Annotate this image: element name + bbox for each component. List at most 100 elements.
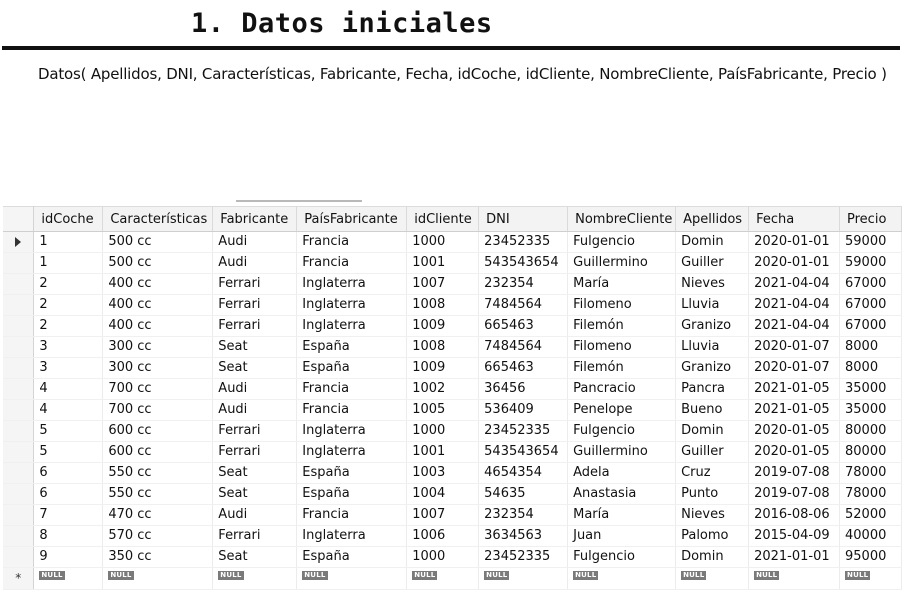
table-row[interactable]: 2 400 cc Ferrari Inglaterra 1009 665463 Filemó… — [3, 315, 902, 337]
cell-fecha[interactable]: 2021-01-05 — [748, 399, 841, 421]
table-row[interactable]: 4 700 cc Audi Francia 1005 536409 Penelope Buen… — [3, 399, 902, 421]
cell-idcoche[interactable]: 4 — [33, 378, 104, 400]
cell-idcoche[interactable]: 9 — [33, 546, 104, 568]
cell-nombrecliente[interactable]: Guillermino — [567, 252, 677, 274]
row-selector[interactable] — [3, 336, 35, 358]
cell-características[interactable]: 500 cc — [102, 231, 214, 253]
cell-características[interactable]: 350 cc — [102, 546, 214, 568]
cell-dni[interactable]: 7484564 — [478, 336, 569, 358]
cell-nombrecliente[interactable]: Penelope — [567, 399, 677, 421]
cell-dni[interactable]: 54635 — [478, 483, 569, 505]
table-row[interactable]: 6 550 cc Seat España 1003 4654354 Adela Cruz 201… — [3, 462, 902, 484]
cell-fecha[interactable]: 2020-01-05 — [748, 420, 841, 442]
column-header-precio[interactable]: Precio — [839, 206, 902, 232]
cell-idcoche[interactable]: 1 — [33, 231, 104, 253]
row-selector[interactable] — [3, 441, 35, 463]
cell-dni[interactable]: 23452335 — [478, 231, 569, 253]
cell-precio[interactable]: 67000 — [839, 273, 902, 295]
cell-características[interactable]: 700 cc — [102, 378, 214, 400]
cell-nombrecliente[interactable]: Fulgencio — [567, 420, 677, 442]
cell-características[interactable]: 600 cc — [102, 441, 214, 463]
row-selector[interactable] — [3, 273, 35, 295]
cell-dni[interactable]: 7484564 — [478, 294, 569, 316]
cell-nombrecliente[interactable]: Guillermino — [567, 441, 677, 463]
cell-idcliente[interactable]: 1001 — [406, 252, 480, 274]
cell-precio[interactable]: 59000 — [839, 252, 902, 274]
cell-idcoche[interactable]: 6 — [33, 483, 104, 505]
cell-fecha[interactable]: 2020-01-07 — [748, 336, 841, 358]
cell-idcoche[interactable]: 6 — [33, 462, 104, 484]
row-selector[interactable] — [3, 399, 35, 421]
new-cell-nombrecliente[interactable]: NULL — [567, 567, 677, 590]
row-selector[interactable] — [3, 546, 35, 568]
cell-idcoche[interactable]: 5 — [33, 420, 104, 442]
table-row[interactable]: 3 300 cc Seat España 1008 7484564 Filomeno Lluv… — [3, 336, 902, 358]
cell-paísfabricante[interactable]: Inglaterra — [296, 315, 408, 337]
cell-nombrecliente[interactable]: María — [567, 504, 677, 526]
cell-dni[interactable]: 543543654 — [478, 252, 569, 274]
cell-fabricante[interactable]: Ferrari — [212, 420, 298, 442]
cell-apellidos[interactable]: Lluvia — [675, 294, 750, 316]
cell-precio[interactable]: 35000 — [839, 378, 902, 400]
cell-precio[interactable]: 67000 — [839, 294, 902, 316]
cell-nombrecliente[interactable]: Filomeno — [567, 294, 677, 316]
cell-precio[interactable]: 52000 — [839, 504, 902, 526]
cell-paísfabricante[interactable]: España — [296, 336, 408, 358]
cell-idcliente[interactable]: 1008 — [406, 294, 480, 316]
cell-idcliente[interactable]: 1009 — [406, 357, 480, 379]
cell-dni[interactable]: 665463 — [478, 315, 569, 337]
cell-idcliente[interactable]: 1000 — [406, 420, 480, 442]
cell-fecha[interactable]: 2021-04-04 — [748, 273, 841, 295]
cell-idcliente[interactable]: 1004 — [406, 483, 480, 505]
table-row[interactable]: 7 470 cc Audi Francia 1007 232354 María Nieves 2… — [3, 504, 902, 526]
table-row[interactable]: 3 300 cc Seat España 1009 665463 Filemón Graniz… — [3, 357, 902, 379]
cell-precio[interactable]: 8000 — [839, 336, 902, 358]
cell-fecha[interactable]: 2016-08-06 — [748, 504, 841, 526]
cell-nombrecliente[interactable]: Fulgencio — [567, 231, 677, 253]
cell-idcliente[interactable]: 1008 — [406, 336, 480, 358]
cell-paísfabricante[interactable]: España — [296, 357, 408, 379]
cell-nombrecliente[interactable]: Juan — [567, 525, 677, 547]
cell-características[interactable]: 400 cc — [102, 315, 214, 337]
row-selector[interactable] — [3, 315, 35, 337]
cell-precio[interactable]: 95000 — [839, 546, 902, 568]
column-header-idcoche[interactable]: idCoche — [33, 206, 104, 232]
cell-fabricante[interactable]: Audi — [212, 252, 298, 274]
row-selector[interactable] — [3, 357, 35, 379]
cell-idcliente[interactable]: 1009 — [406, 315, 480, 337]
cell-apellidos[interactable]: Bueno — [675, 399, 750, 421]
cell-nombrecliente[interactable]: Pancracio — [567, 378, 677, 400]
cell-características[interactable]: 300 cc — [102, 357, 214, 379]
cell-fabricante[interactable]: Seat — [212, 462, 298, 484]
cell-paísfabricante[interactable]: España — [296, 462, 408, 484]
table-row[interactable]: 8 570 cc Ferrari Inglaterra 1006 3634563 Juan P… — [3, 525, 902, 547]
row-selector[interactable] — [3, 252, 35, 274]
row-selector[interactable] — [3, 462, 35, 484]
column-splitter-handle[interactable] — [236, 200, 362, 202]
cell-apellidos[interactable]: Pancra — [675, 378, 750, 400]
cell-dni[interactable]: 23452335 — [478, 420, 569, 442]
cell-dni[interactable]: 23452335 — [478, 546, 569, 568]
cell-dni[interactable]: 36456 — [478, 378, 569, 400]
new-cell-características[interactable]: NULL — [102, 567, 214, 590]
row-selector[interactable] — [3, 378, 35, 400]
cell-paísfabricante[interactable]: Francia — [296, 399, 408, 421]
cell-fecha[interactable]: 2020-01-05 — [748, 441, 841, 463]
cell-fabricante[interactable]: Seat — [212, 546, 298, 568]
new-cell-paísfabricante[interactable]: NULL — [296, 567, 408, 590]
column-header-fabricante[interactable]: Fabricante — [212, 206, 298, 232]
cell-fabricante[interactable]: Seat — [212, 357, 298, 379]
cell-paísfabricante[interactable]: Francia — [296, 252, 408, 274]
cell-paísfabricante[interactable]: Francia — [296, 231, 408, 253]
cell-nombrecliente[interactable]: María — [567, 273, 677, 295]
cell-idcliente[interactable]: 1003 — [406, 462, 480, 484]
cell-fabricante[interactable]: Audi — [212, 231, 298, 253]
cell-paísfabricante[interactable]: Inglaterra — [296, 441, 408, 463]
new-cell-fecha[interactable]: NULL — [748, 567, 841, 590]
cell-idcoche[interactable]: 2 — [33, 315, 104, 337]
row-selector[interactable] — [3, 420, 35, 442]
cell-nombrecliente[interactable]: Anastasia — [567, 483, 677, 505]
cell-nombrecliente[interactable]: Fulgencio — [567, 546, 677, 568]
cell-paísfabricante[interactable]: Inglaterra — [296, 294, 408, 316]
cell-fecha[interactable]: 2021-01-05 — [748, 378, 841, 400]
